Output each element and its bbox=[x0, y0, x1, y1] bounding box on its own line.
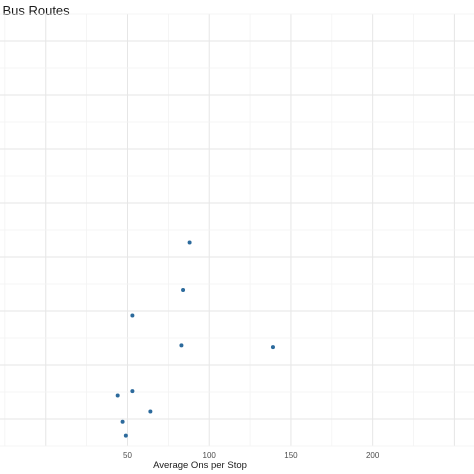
x-tick-label: 150 bbox=[284, 451, 298, 460]
data-point bbox=[130, 389, 135, 394]
x-tick-labels: 50 100 150 200 bbox=[123, 451, 380, 460]
x-tick-label: 100 bbox=[203, 451, 217, 460]
data-point bbox=[115, 393, 120, 398]
data-point bbox=[270, 345, 275, 350]
data-points bbox=[115, 240, 275, 438]
data-point bbox=[120, 419, 125, 424]
data-point bbox=[179, 343, 184, 348]
data-point bbox=[148, 409, 153, 414]
x-tick-label: 200 bbox=[366, 451, 380, 460]
x-axis-label: Average Ons per Stop bbox=[153, 460, 247, 471]
grid bbox=[0, 13, 474, 447]
data-point bbox=[123, 433, 128, 438]
data-point bbox=[130, 313, 135, 318]
x-tick-label: 50 bbox=[123, 451, 132, 460]
data-point bbox=[187, 240, 192, 245]
data-point bbox=[181, 288, 186, 293]
